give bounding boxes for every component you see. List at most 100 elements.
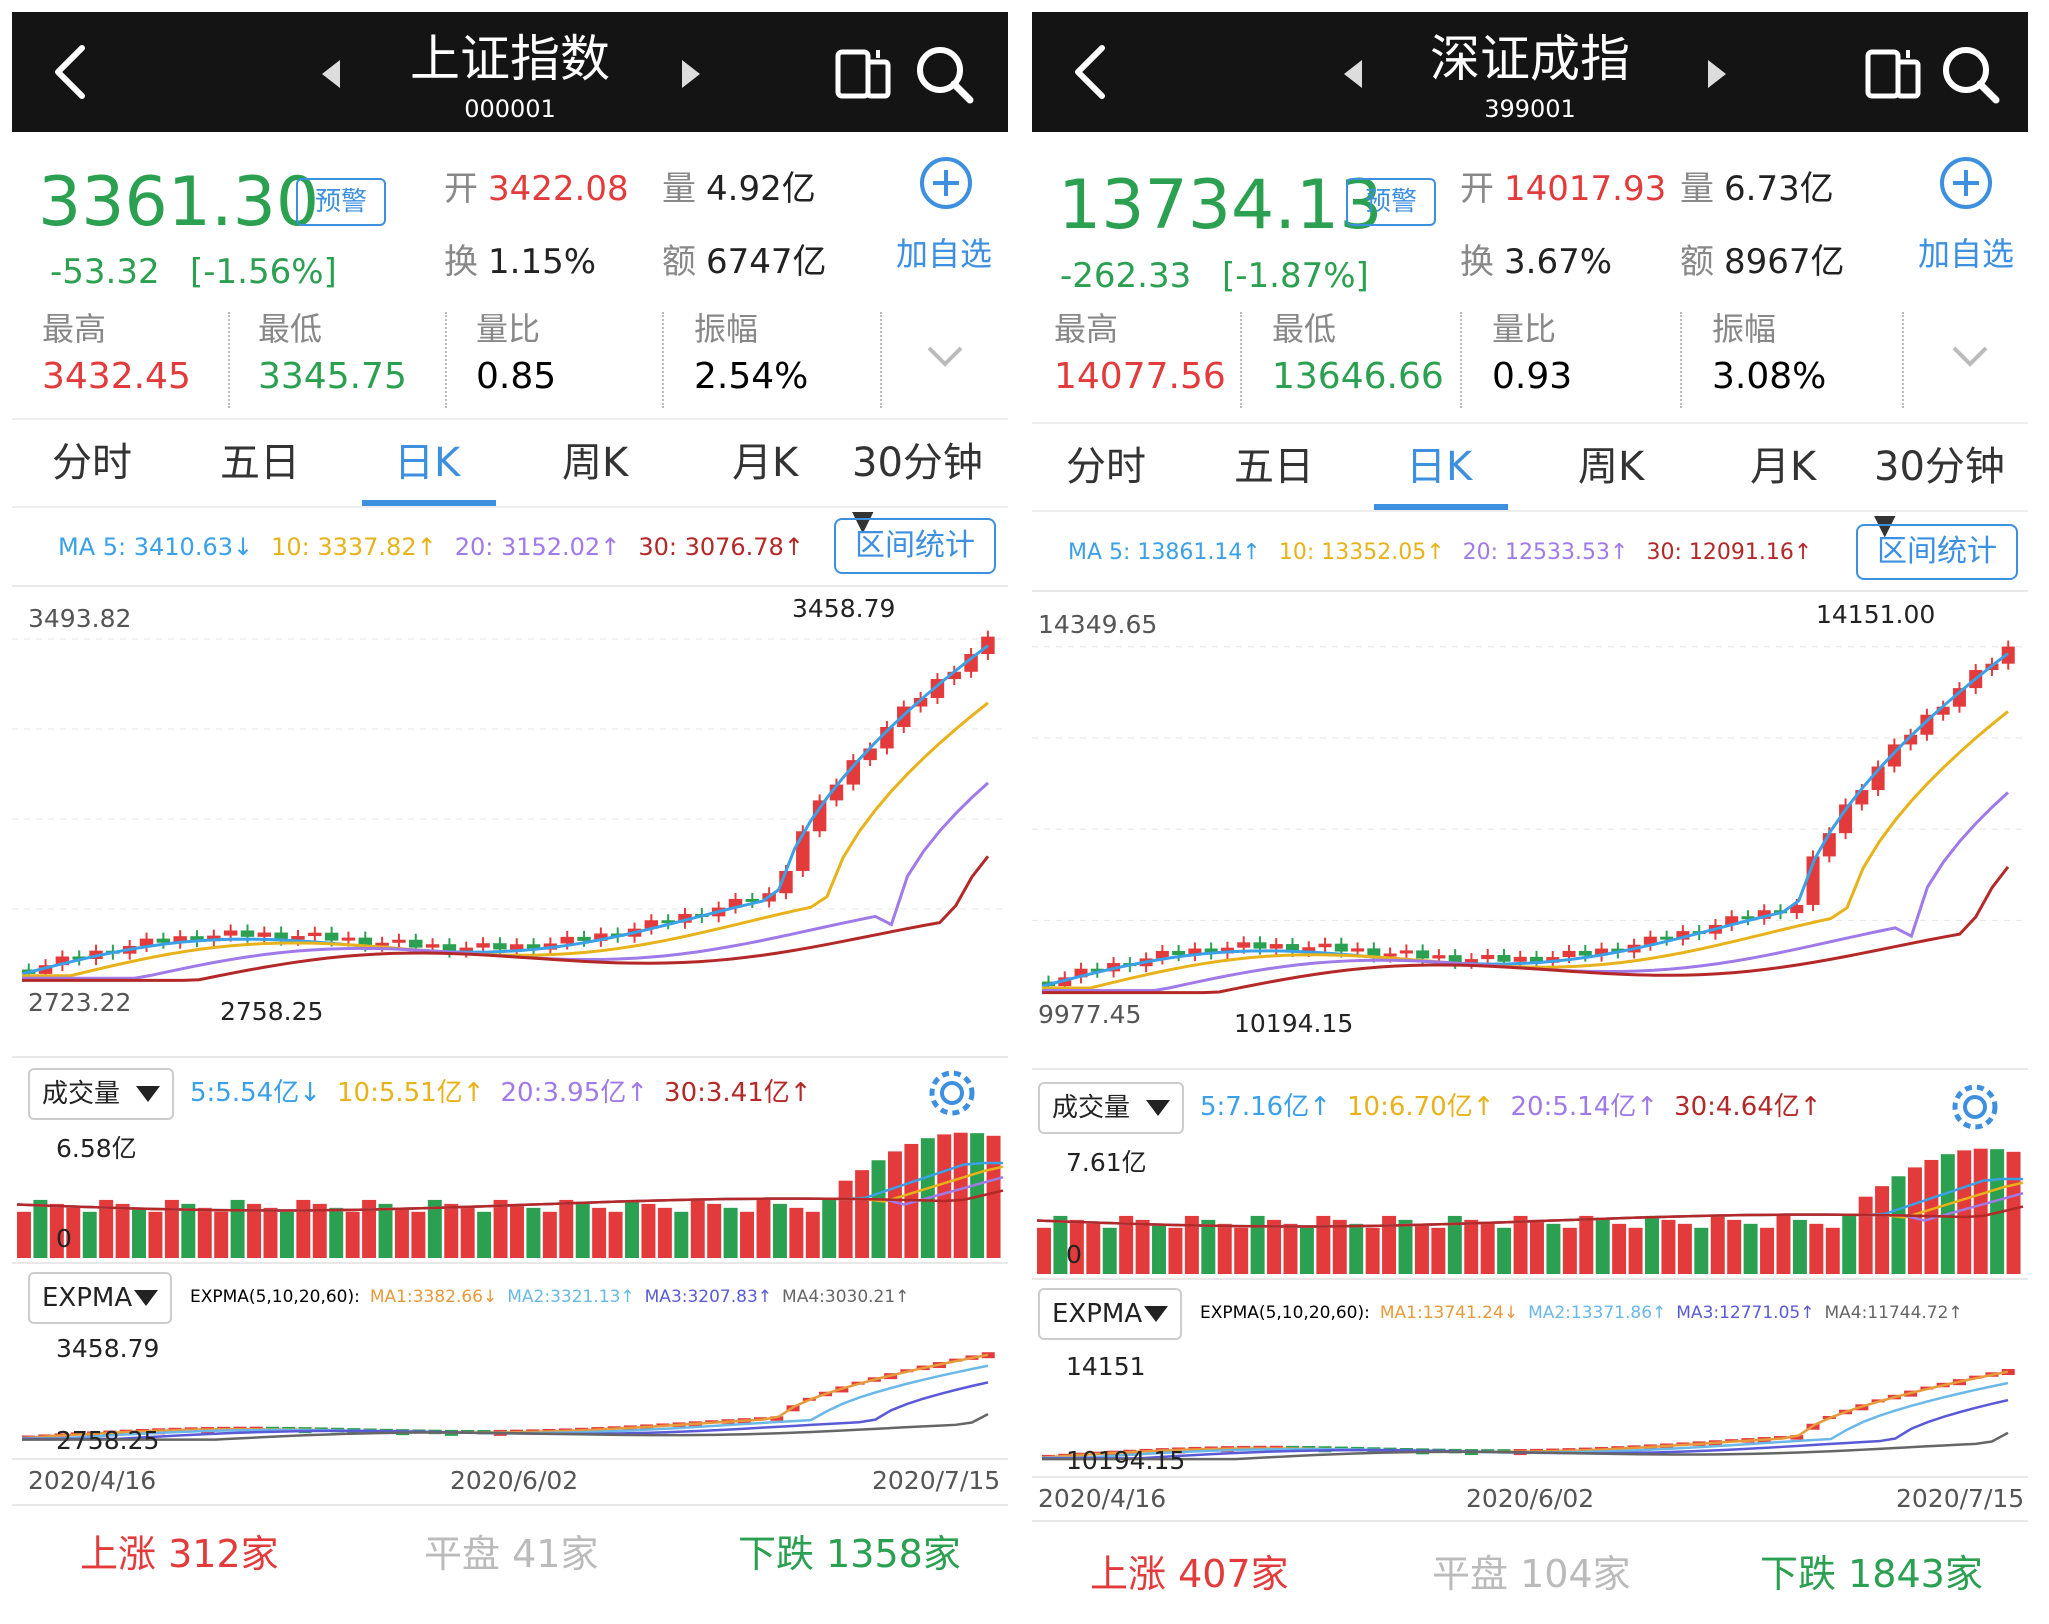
amount-value: 8967亿 bbox=[1724, 242, 1845, 282]
expma-chart[interactable] bbox=[12, 1326, 1008, 1456]
candle bbox=[661, 920, 675, 924]
vol-ma30: 30:4.64亿↑ bbox=[1674, 1092, 1822, 1122]
phone-flip-icon[interactable] bbox=[832, 42, 896, 106]
volume-ma-legend: 5:5.54亿↓ 10:5.51亿↑ 20:3.95亿↑ 30:3.41亿↑ bbox=[190, 1076, 828, 1110]
decliners-count: 下跌 1358家 bbox=[738, 1532, 961, 1576]
chart-peak-label: 14151.00 bbox=[1816, 600, 1936, 629]
tab-weekly-k[interactable]: 周K bbox=[1578, 444, 1645, 490]
volume-bar bbox=[164, 1199, 179, 1258]
volume-bar bbox=[986, 1135, 1001, 1258]
tab-30min[interactable]: 30分钟 ▼ bbox=[1874, 444, 2005, 541]
interval-stats-button[interactable]: 区间统计 bbox=[1856, 524, 2018, 580]
candlestick-chart[interactable] bbox=[12, 585, 1008, 1035]
add-watchlist-button[interactable]: 加自选 bbox=[1918, 235, 2015, 273]
prev-arrow-icon[interactable] bbox=[322, 60, 340, 88]
candle bbox=[1399, 950, 1413, 954]
expma-ma3: MA3:12771.05↑ bbox=[1676, 1303, 1815, 1323]
open-stat: 开 14017.93 bbox=[1460, 169, 1667, 209]
volume-chart[interactable] bbox=[12, 1126, 1008, 1258]
add-icon[interactable] bbox=[918, 155, 974, 211]
volume-bar bbox=[1694, 1227, 1709, 1274]
candle bbox=[1513, 956, 1527, 962]
candle bbox=[1090, 968, 1104, 972]
gear-icon[interactable] bbox=[1948, 1080, 2002, 1134]
alert-button[interactable]: 预警 bbox=[1346, 178, 1436, 226]
candle bbox=[1643, 936, 1657, 945]
volume-bar bbox=[411, 1211, 426, 1258]
tab-monthly-k[interactable]: 月K bbox=[1750, 444, 1817, 490]
expma-indicator-select[interactable]: EXPMA bbox=[1038, 1288, 1182, 1340]
prev-arrow-icon[interactable] bbox=[1344, 60, 1362, 88]
volume-bar bbox=[1891, 1176, 1906, 1274]
volume-bar bbox=[1562, 1227, 1577, 1274]
next-arrow-icon[interactable] bbox=[682, 60, 700, 88]
low-cell: 最低 13646.66 bbox=[1272, 310, 1444, 397]
volume-bar bbox=[1710, 1215, 1725, 1274]
expma-top-label: 3458.79 bbox=[56, 1334, 160, 1363]
volume-indicator-select[interactable]: 成交量 bbox=[28, 1068, 174, 1120]
volume-bar bbox=[1595, 1219, 1610, 1274]
volume-bar bbox=[1316, 1215, 1331, 1274]
tab-monthly-k[interactable]: 月K bbox=[732, 440, 799, 486]
expma-line bbox=[1042, 1381, 2009, 1460]
candle bbox=[173, 936, 187, 943]
candle bbox=[644, 920, 659, 929]
chevron-down-icon[interactable] bbox=[925, 344, 965, 368]
expma-chart[interactable] bbox=[1032, 1342, 2028, 1476]
add-watchlist-button[interactable]: 加自选 bbox=[896, 235, 993, 273]
volume-bar bbox=[1661, 1219, 1676, 1274]
volume-bar bbox=[575, 1203, 590, 1258]
open-value: 3422.08 bbox=[488, 169, 629, 209]
gear-icon[interactable] bbox=[925, 1066, 979, 1120]
back-icon[interactable] bbox=[1062, 40, 1122, 104]
volume-bar bbox=[740, 1211, 755, 1258]
volume-bar bbox=[1480, 1223, 1495, 1274]
tab-five-day[interactable]: 五日 bbox=[1234, 444, 1314, 490]
price-change-pct: [-1.87%] bbox=[1222, 256, 1369, 296]
tab-weekly-k[interactable]: 周K bbox=[562, 440, 629, 486]
interval-stats-button[interactable]: 区间统计 bbox=[834, 518, 996, 574]
volume-chart[interactable] bbox=[1032, 1142, 2028, 1274]
volume-stat: 量 4.92亿 bbox=[662, 169, 816, 209]
tab-daily-k[interactable]: 日K bbox=[394, 440, 461, 486]
vol-ma5: 5:7.16亿↑ bbox=[1200, 1092, 1331, 1122]
alert-button[interactable]: 预警 bbox=[296, 178, 386, 226]
divider bbox=[1032, 1520, 2028, 1522]
candle bbox=[493, 943, 507, 950]
tab-daily-k[interactable]: 日K bbox=[1406, 444, 1473, 490]
next-arrow-icon[interactable] bbox=[1708, 60, 1726, 88]
back-icon[interactable] bbox=[42, 40, 102, 104]
expma-candle bbox=[1334, 1446, 1348, 1450]
search-icon[interactable] bbox=[1938, 42, 2002, 106]
candle bbox=[190, 936, 204, 942]
phone-flip-icon[interactable] bbox=[1862, 42, 1926, 106]
chevron-down-icon[interactable] bbox=[1950, 344, 1990, 368]
volume-bar bbox=[263, 1207, 278, 1258]
volume-bar bbox=[756, 1199, 771, 1258]
current-price: 13734.13 bbox=[1058, 166, 1383, 245]
tab-intraday[interactable]: 分时 bbox=[1066, 444, 1146, 490]
candle bbox=[324, 932, 339, 941]
volume-ma-line bbox=[16, 1189, 1004, 1212]
expma-label: EXPMA(5,10,20,60): bbox=[1200, 1303, 1370, 1323]
expma-indicator-select[interactable]: EXPMA bbox=[28, 1272, 172, 1324]
dropdown-icon: ▼ bbox=[852, 504, 874, 537]
candle bbox=[139, 938, 154, 946]
add-icon[interactable] bbox=[1938, 155, 1994, 211]
expma-ma1: MA1:13741.24↓ bbox=[1379, 1303, 1519, 1323]
moving-average-line bbox=[22, 855, 990, 982]
ratio-cell: 量比 0.93 bbox=[1492, 310, 1573, 397]
candlestick-chart[interactable] bbox=[1032, 592, 2028, 1048]
ma-legend: MA 5: 3410.63↓ 10: 3337.82↑ 20: 3152.02↑ 30… bbox=[58, 530, 822, 564]
high-cell: 最高 3432.45 bbox=[42, 310, 191, 397]
tab-intraday[interactable]: 分时 bbox=[52, 440, 132, 486]
decliners-count: 下跌 1843家 bbox=[1760, 1552, 1983, 1596]
volume-bar bbox=[1760, 1227, 1775, 1274]
volume-bar bbox=[378, 1203, 393, 1258]
volume-indicator-select[interactable]: 成交量 bbox=[1038, 1082, 1184, 1134]
search-icon[interactable] bbox=[912, 42, 976, 106]
tab-five-day[interactable]: 五日 bbox=[220, 440, 300, 486]
date-start: 2020/4/16 bbox=[1038, 1484, 1167, 1513]
advancers-count: 上涨 312家 bbox=[80, 1532, 279, 1576]
tab-30min[interactable]: 30分钟 ▼ bbox=[852, 440, 983, 537]
